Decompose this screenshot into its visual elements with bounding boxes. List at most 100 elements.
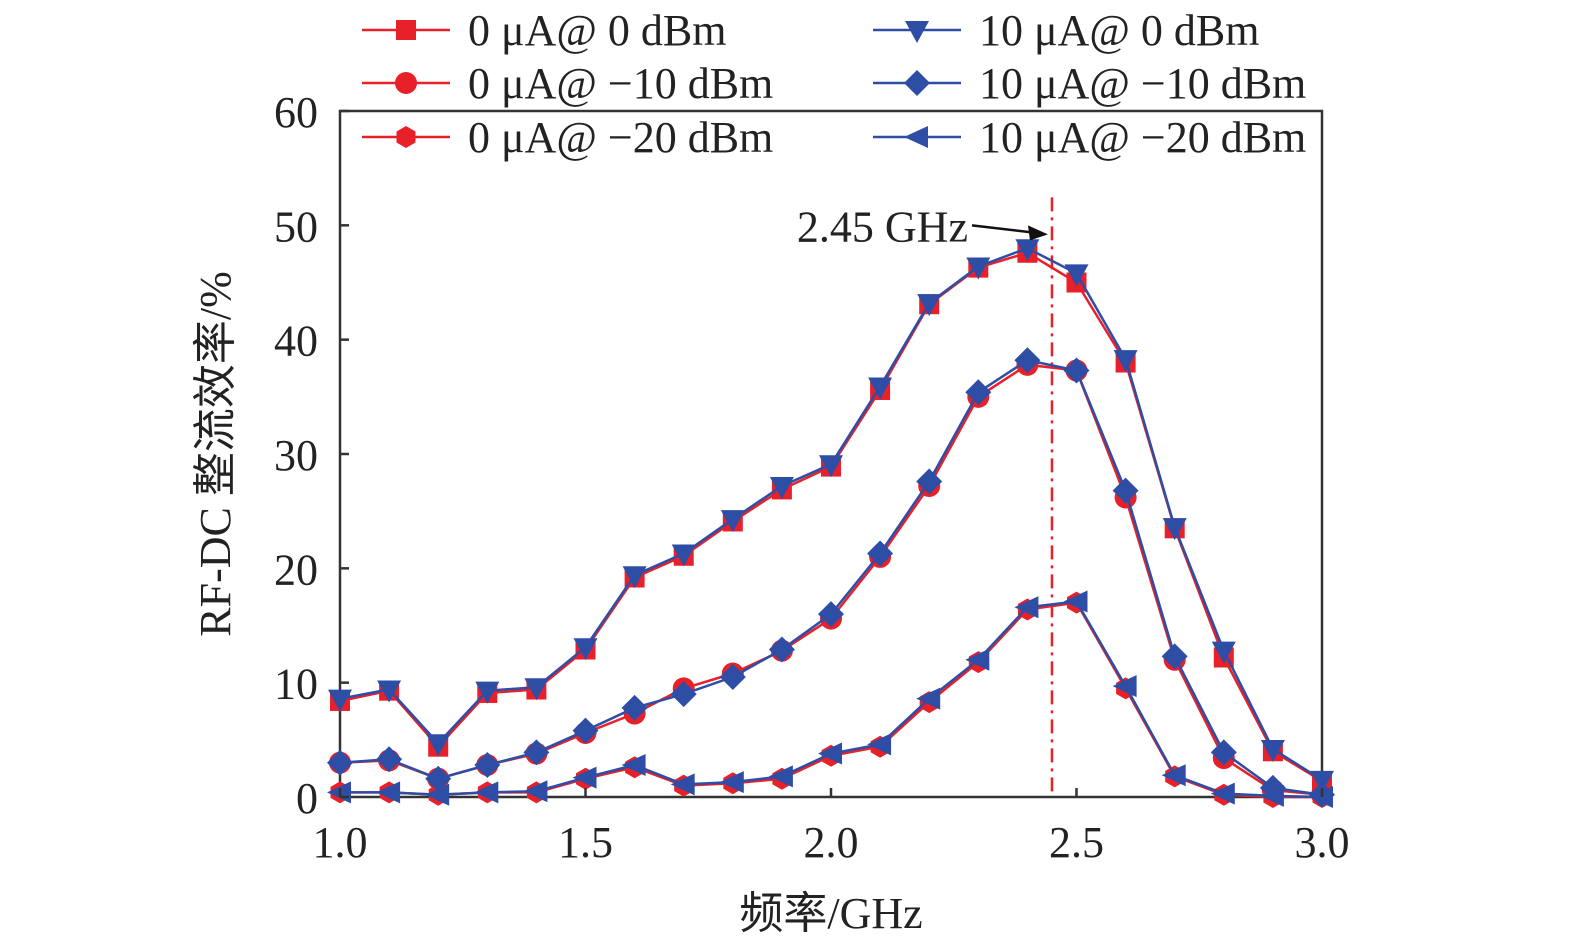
legend-marker-1 (395, 72, 417, 94)
annotation-label: 2.45 GHz (797, 202, 968, 251)
data-point-s3-0 (328, 689, 352, 712)
data-point-s4-6 (621, 694, 648, 721)
data-point-s3-14 (1015, 239, 1040, 262)
y-tick-label: 40 (274, 317, 318, 366)
x-tick-label: 1.5 (558, 818, 613, 867)
data-point-s4-1 (376, 746, 403, 773)
data-point-s5-18 (1210, 782, 1235, 805)
y-tick-label: 30 (274, 431, 318, 480)
legend-marker-3 (905, 21, 929, 43)
y-tick-label: 50 (274, 202, 318, 251)
annotation-arrow-head (1027, 225, 1048, 241)
legend-entry-5: 10 μA@ −20 dBm (873, 113, 1306, 162)
data-point-s4-7 (670, 681, 697, 708)
data-point-s4-9 (768, 636, 795, 663)
annotation-layer: 2.45 GHz (797, 202, 1048, 251)
data-point-s5-13 (965, 648, 990, 671)
legend-marker-4 (904, 70, 930, 96)
data-point-s5-5 (572, 766, 597, 789)
data-point-s4-17 (1161, 643, 1188, 670)
legend-entry-4: 10 μA@ −10 dBm (873, 59, 1306, 108)
data-point-s3-15 (1064, 264, 1089, 287)
data-point-s4-16 (1112, 477, 1139, 504)
x-tick-label: 2.0 (804, 818, 859, 867)
data-point-s5-12 (916, 687, 941, 710)
data-point-s5-15 (1063, 590, 1088, 613)
data-point-s4-0 (327, 749, 353, 776)
series-layer (327, 239, 1335, 808)
series-4 (327, 347, 1335, 808)
data-point-s5-3 (474, 781, 499, 804)
data-point-s4-13 (965, 379, 992, 406)
series-0 (330, 242, 1332, 791)
data-point-s3-9 (769, 477, 794, 500)
x-tick-label: 1.0 (313, 818, 368, 867)
data-point-s4-3 (474, 751, 501, 778)
data-point-s5-14 (1014, 596, 1039, 619)
series-line-4 (339, 358, 1323, 796)
data-point-s3-17 (1162, 518, 1187, 541)
annotation-arrow-line (971, 224, 1041, 235)
data-point-s5-2 (425, 783, 450, 806)
data-point-s5-10 (818, 742, 842, 765)
data-point-s4-12 (916, 468, 943, 495)
data-point-s3-1 (377, 680, 402, 703)
data-point-s3-19 (1260, 739, 1285, 762)
y-axis-title: RF-DC 整流效率/% (191, 271, 240, 636)
legend-marker-5 (904, 126, 928, 148)
data-point-s3-16 (1113, 350, 1138, 373)
series-line-1 (339, 363, 1323, 796)
data-point-s3-18 (1211, 641, 1236, 664)
legend-label-4: 10 μA@ −10 dBm (979, 59, 1306, 108)
legend-label-2: 0 μA@ −20 dBm (468, 113, 773, 162)
y-tick-label: 10 (274, 660, 318, 709)
series-5 (327, 590, 1333, 808)
legend-label-1: 0 μA@ −10 dBm (468, 59, 773, 108)
y-tick-label: 20 (274, 545, 318, 594)
legend-marker-0 (396, 20, 416, 40)
data-point-s4-18 (1210, 739, 1237, 766)
series-3 (328, 239, 1334, 793)
data-point-s5-8 (719, 771, 744, 794)
data-point-s4-14 (1014, 347, 1041, 374)
data-point-s5-16 (1112, 675, 1137, 698)
legend-marker-2 (396, 126, 416, 148)
data-point-s3-3 (475, 681, 500, 704)
data-point-s4-8 (719, 663, 746, 690)
legend-entry-2: 0 μA@ −20 dBm (362, 113, 773, 162)
data-point-s3-6 (622, 566, 647, 589)
data-point-s3-10 (819, 455, 843, 478)
data-point-s3-8 (720, 510, 745, 533)
legend-entry-3: 10 μA@ 0 dBm (873, 6, 1259, 55)
legend-label-3: 10 μA@ 0 dBm (979, 6, 1259, 55)
data-point-s5-1 (376, 781, 401, 804)
data-point-s3-7 (671, 544, 696, 567)
data-point-s4-15 (1063, 357, 1090, 384)
axes-layer: 1.0 1.5 2.0 2.5 3.0 0 10 20 30 40 50 60 频率/GHz RF-DC … (191, 88, 1350, 938)
data-point-s4-5 (572, 717, 599, 744)
legend-entry-1: 0 μA@ −10 dBm (362, 59, 773, 108)
data-point-s5-17 (1161, 764, 1186, 787)
data-point-s4-10 (818, 601, 844, 628)
data-point-s3-12 (917, 294, 942, 317)
x-tick-label: 2.5 (1049, 818, 1104, 867)
data-point-s4-4 (523, 739, 550, 766)
data-point-s5-9 (768, 765, 793, 788)
data-point-s4-2 (425, 765, 452, 792)
y-tick-label: 60 (274, 88, 318, 137)
data-point-s4-11 (867, 540, 894, 567)
data-point-s3-13 (966, 257, 991, 280)
legend-label-0: 0 μA@ 0 dBm (468, 6, 726, 55)
data-point-s3-4 (524, 678, 549, 701)
data-point-s5-7 (670, 773, 695, 796)
data-point-s3-2 (426, 734, 451, 757)
data-point-s3-5 (573, 638, 598, 661)
series-1 (329, 353, 1333, 806)
data-point-s5-4 (523, 780, 548, 803)
legend-label-5: 10 μA@ −20 dBm (979, 113, 1306, 162)
data-point-s5-11 (867, 733, 892, 756)
x-tick-label: 3.0 (1295, 818, 1350, 867)
data-point-s5-19 (1259, 784, 1284, 807)
